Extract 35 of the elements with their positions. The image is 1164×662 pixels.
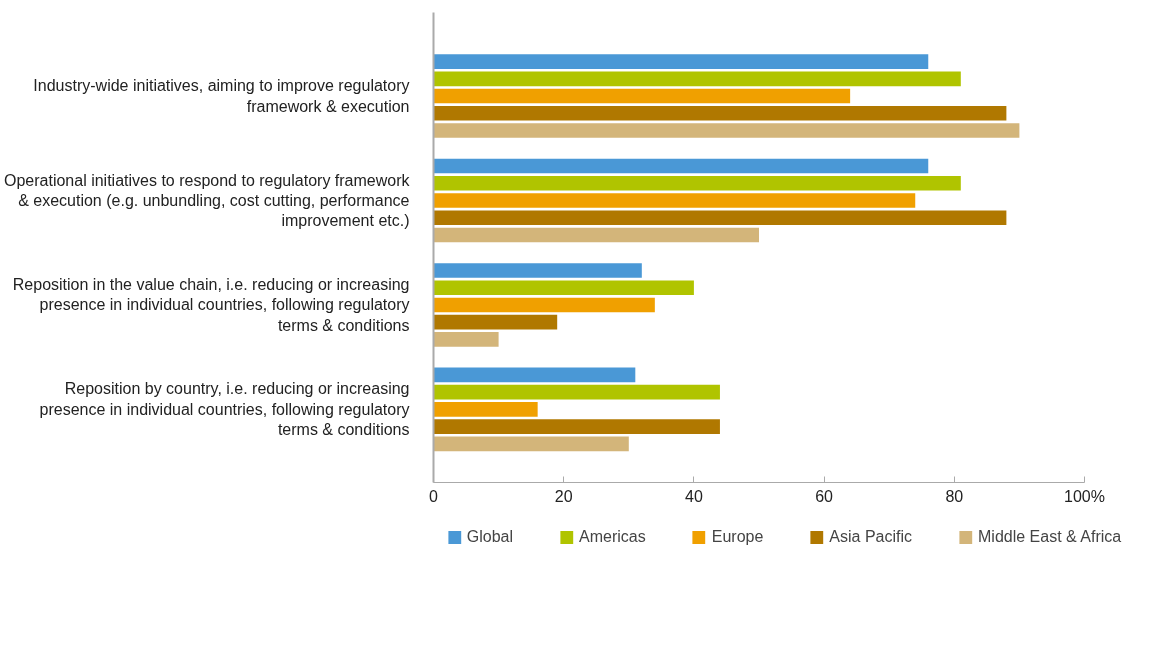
y-tick-label: Industry-wide initiatives, aiming to improve regulatory framework & execution bbox=[33, 77, 410, 115]
bar bbox=[433, 384, 720, 400]
legend-label: Europe bbox=[711, 528, 764, 546]
x-tick-label: 100% bbox=[1064, 487, 1105, 505]
bar bbox=[433, 263, 642, 278]
y-tick-label: Operational initiatives to respond to regulatory framework & execution (e.g. unbundling, cost cutting, performance improvement etc.) bbox=[3, 171, 411, 230]
bar bbox=[433, 402, 538, 417]
legend-label: Asia Pacific bbox=[829, 528, 913, 546]
bar bbox=[433, 54, 929, 69]
y-tick-label: Reposition by country, i.e. reducing or increasing presence in individual countries, following regulatory terms & conditions bbox=[39, 380, 410, 439]
bar bbox=[433, 105, 1007, 121]
bar bbox=[433, 297, 655, 313]
x-tick-label: 60 bbox=[815, 487, 834, 505]
x-tick-label: 80 bbox=[945, 487, 964, 505]
bar bbox=[433, 227, 759, 243]
bar bbox=[433, 123, 1020, 138]
legend-label: Global bbox=[466, 528, 514, 546]
bar bbox=[433, 280, 694, 296]
bar bbox=[433, 193, 916, 208]
bar bbox=[433, 210, 1007, 226]
bar bbox=[433, 158, 929, 174]
bar bbox=[433, 71, 961, 87]
x-tick-label: 40 bbox=[685, 487, 703, 505]
bar bbox=[433, 367, 636, 383]
bar bbox=[433, 175, 961, 191]
bar bbox=[433, 436, 629, 452]
bar bbox=[433, 314, 558, 330]
x-tick-label: 0 bbox=[429, 487, 439, 505]
bar bbox=[433, 332, 499, 347]
x-tick-label: 20 bbox=[554, 487, 573, 505]
legend-label: Middle East & Africa bbox=[978, 528, 1122, 546]
legend-label: Americas bbox=[579, 528, 646, 546]
bar bbox=[433, 419, 720, 434]
y-tick-label: Reposition in the value chain, i.e. reducing or increasing presence in individual countries, following regulatory terms & conditions bbox=[12, 276, 410, 334]
bar bbox=[433, 88, 851, 104]
